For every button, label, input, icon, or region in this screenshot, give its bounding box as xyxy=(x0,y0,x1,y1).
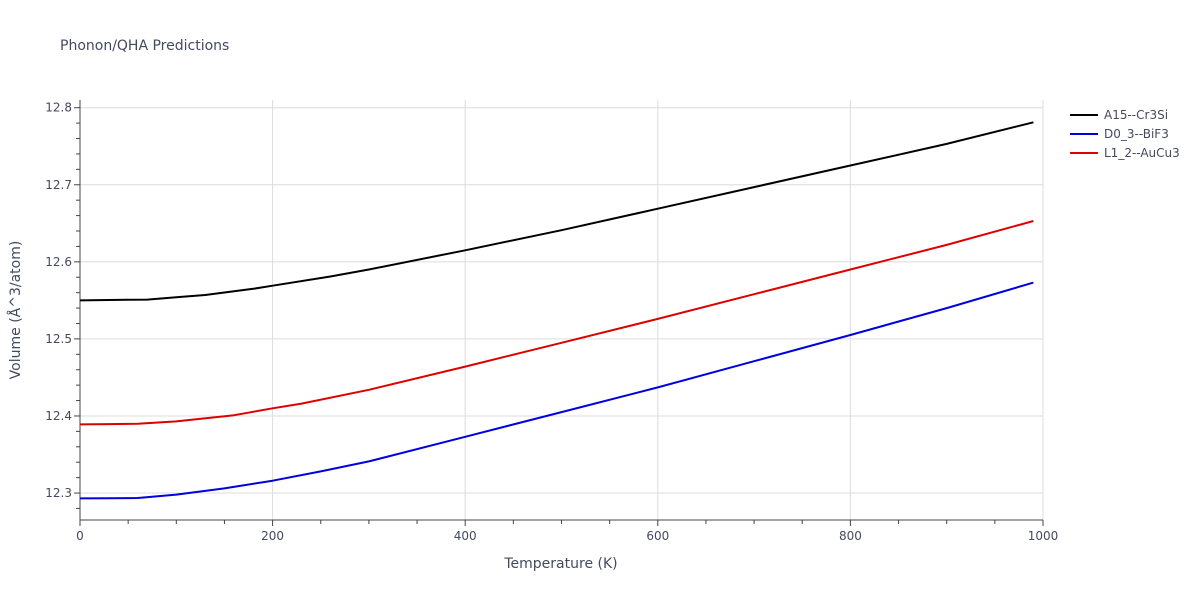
legend: A15--Cr3Si D0_3--BiF3 L1_2--AuCu3 xyxy=(1070,108,1180,160)
plot-area xyxy=(79,121,1034,500)
y-tick-label: 12.4 xyxy=(45,409,72,423)
grid xyxy=(80,100,1044,520)
x-tick-label: 0 xyxy=(76,529,84,543)
axes: 0 200 400 600 800 1000 12.3 12.4 12.5 12.6 12.7 12.… xyxy=(45,100,1058,543)
x-tick-label: 200 xyxy=(261,529,284,543)
y-tick-label: 12.7 xyxy=(45,178,72,192)
legend-label: L1_2--AuCu3 xyxy=(1104,146,1180,160)
y-tick-label: 12.3 xyxy=(45,486,72,500)
x-tick-label: 800 xyxy=(839,529,862,543)
series-line-3 xyxy=(79,220,1034,426)
y-tick-label: 12.8 xyxy=(45,101,72,115)
legend-label: A15--Cr3Si xyxy=(1104,108,1168,122)
x-tick-label: 600 xyxy=(646,529,669,543)
x-tick-label: 1000 xyxy=(1028,529,1059,543)
y-axis-title: Volume (Å^3/atom) xyxy=(7,241,24,380)
series-line-1 xyxy=(79,121,1034,302)
series-line-2 xyxy=(79,281,1034,500)
chart-title: Phonon/QHA Predictions xyxy=(60,38,229,54)
x-axis-title: Temperature (K) xyxy=(503,556,617,572)
y-tick-label: 12.5 xyxy=(45,332,72,346)
y-tick-label: 12.6 xyxy=(45,255,72,269)
x-tick-label: 400 xyxy=(454,529,477,543)
legend-label: D0_3--BiF3 xyxy=(1104,127,1169,141)
